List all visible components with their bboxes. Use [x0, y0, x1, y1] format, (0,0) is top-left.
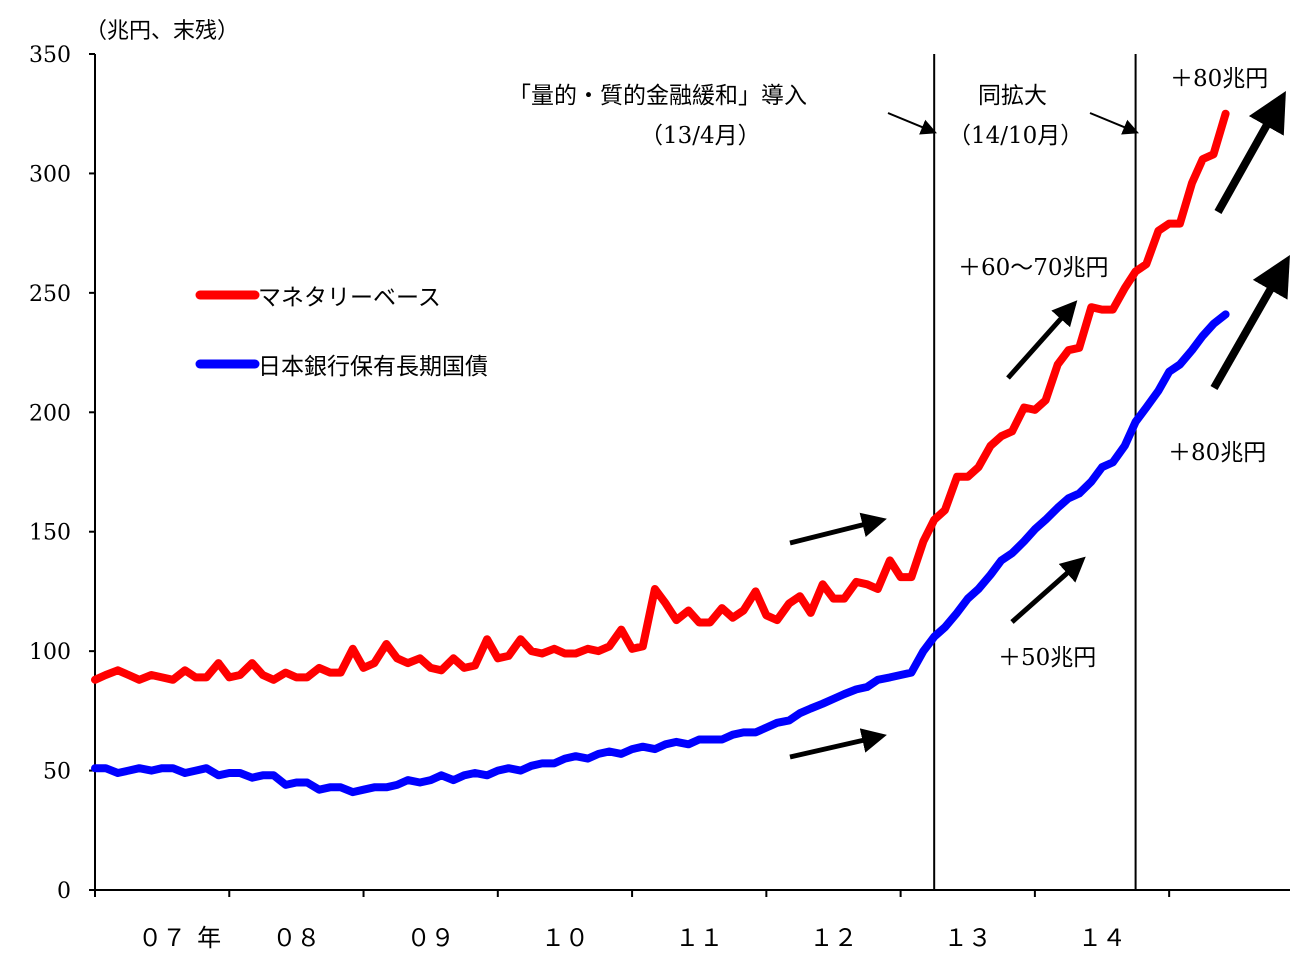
series-line-monetary-base [91, 109, 1230, 684]
legend-label-monetary-base: マネタリーベース [258, 285, 441, 311]
x-category-label: 年 [197, 924, 221, 952]
series-line-jgb [91, 310, 1230, 797]
trend-arrow-jgb-pre [789, 728, 887, 760]
y-tick-label: 50 [43, 760, 71, 785]
event-pointer-qqe [887, 112, 937, 135]
y-tick-label: 100 [29, 640, 71, 665]
y-tick-label: 200 [29, 401, 71, 426]
annotation-jgb-qqe: ＋50兆円 [998, 645, 1096, 671]
y-tick-label: 300 [29, 162, 71, 187]
x-axis-ticks [94, 890, 1171, 897]
x-category-label: １３ [944, 924, 992, 952]
x-category-label: ０８ [272, 924, 320, 952]
annotation-mb-expansion: ＋80兆円 [1170, 66, 1268, 92]
x-category-label: ０９ [407, 924, 455, 952]
y-tick-label: 0 [57, 879, 71, 904]
y-tick-label: 250 [29, 282, 71, 307]
y-tick-label: 350 [29, 43, 71, 68]
x-axis-categories: ０７ 年 ０８ ０９ １０ １１ １２ １３ １４ [138, 924, 1126, 952]
trend-arrow-mb-pre [789, 512, 887, 546]
x-category-label: １４ [1078, 924, 1126, 952]
y-tick-label: 150 [29, 521, 71, 546]
event-sublabel-expansion: （14/10月） [948, 123, 1083, 149]
trend-arrows [789, 91, 1290, 760]
event-label-expansion: 同拡大 [978, 83, 1047, 109]
trend-arrow-mb-exp [1214, 91, 1286, 214]
legend-label-jgb: 日本銀行保有長期国債 [258, 354, 488, 380]
trend-arrow-jgb-qqe [1010, 556, 1086, 624]
annotation-mb-qqe: ＋60～70兆円 [958, 255, 1109, 281]
axes-group [94, 54, 1290, 891]
event-label-qqe: 「量的・質的金融緩和」導入 [508, 83, 807, 109]
event-vlines [933, 54, 1137, 890]
x-category-label: １１ [675, 924, 723, 952]
series-group [91, 109, 1230, 797]
annotation-jgb-expansion: ＋80兆円 [1168, 440, 1266, 466]
y-axis-ticks: 0 50 100 150 200 250 300 350 [29, 43, 95, 904]
x-category-label: １２ [809, 924, 857, 952]
event-pointer-expansion [1089, 112, 1139, 135]
event-sublabel-qqe: （13/4月） [640, 123, 761, 149]
x-category-label: １０ [541, 924, 589, 952]
unit-label: （兆円、末残） [85, 19, 239, 44]
x-category-label: ０７ [138, 924, 186, 952]
trend-arrow-jgb-exp [1210, 255, 1290, 390]
trend-arrow-mb-qqe [1006, 300, 1078, 380]
legend: マネタリーベース 日本銀行保有長期国債 [195, 285, 488, 380]
